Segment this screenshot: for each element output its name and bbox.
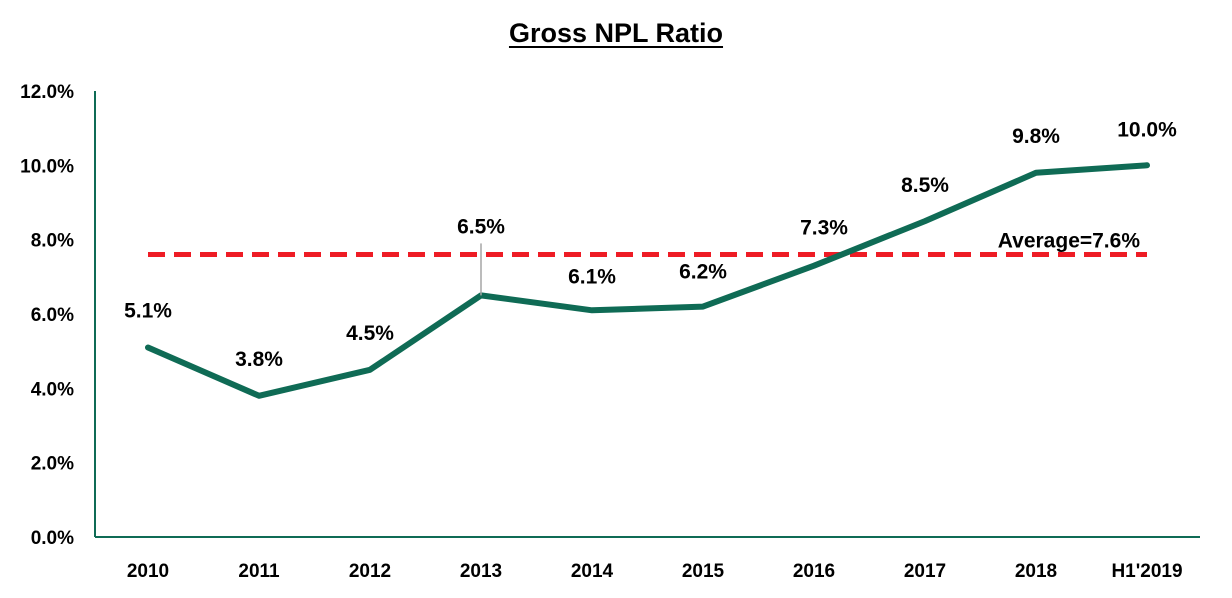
x-tick-label: 2012	[349, 561, 391, 582]
y-tick-label: 10.0%	[20, 156, 74, 177]
x-tick-label: 2014	[571, 561, 614, 582]
series-line	[145, 162, 1150, 399]
x-tick-label: 2010	[127, 561, 169, 582]
data-label: 6.2%	[679, 261, 727, 284]
data-label: 4.5%	[346, 322, 394, 345]
data-label: 8.5%	[901, 174, 949, 197]
data-label: 3.8%	[235, 348, 283, 371]
y-tick-label: 4.0%	[31, 379, 74, 400]
x-tick-label: 2011	[238, 561, 280, 582]
data-label: 7.3%	[800, 217, 848, 240]
x-tick-label: 2016	[793, 561, 835, 582]
data-label: 5.1%	[124, 299, 172, 322]
x-tick-label: 2013	[460, 561, 502, 582]
chart-title: Gross NPL Ratio	[508, 18, 724, 48]
x-tick-label: H1'2019	[1111, 561, 1182, 582]
x-tick-label: 2015	[682, 561, 725, 582]
y-tick-label: 0.0%	[31, 528, 74, 549]
average-line-label: Average=7.6%	[998, 230, 1141, 253]
data-label: 10.0%	[1117, 118, 1177, 141]
y-tick-label: 8.0%	[31, 231, 74, 252]
y-tick-label: 2.0%	[31, 454, 74, 475]
data-label: 6.5%	[457, 215, 505, 238]
y-tick-label: 6.0%	[31, 305, 74, 326]
data-label: 9.8%	[1012, 125, 1060, 148]
y-tick-label: 12.0%	[20, 82, 74, 103]
data-label: 6.1%	[568, 265, 616, 288]
x-tick-label: 2017	[904, 561, 946, 582]
x-tick-label: 2018	[1015, 561, 1057, 582]
